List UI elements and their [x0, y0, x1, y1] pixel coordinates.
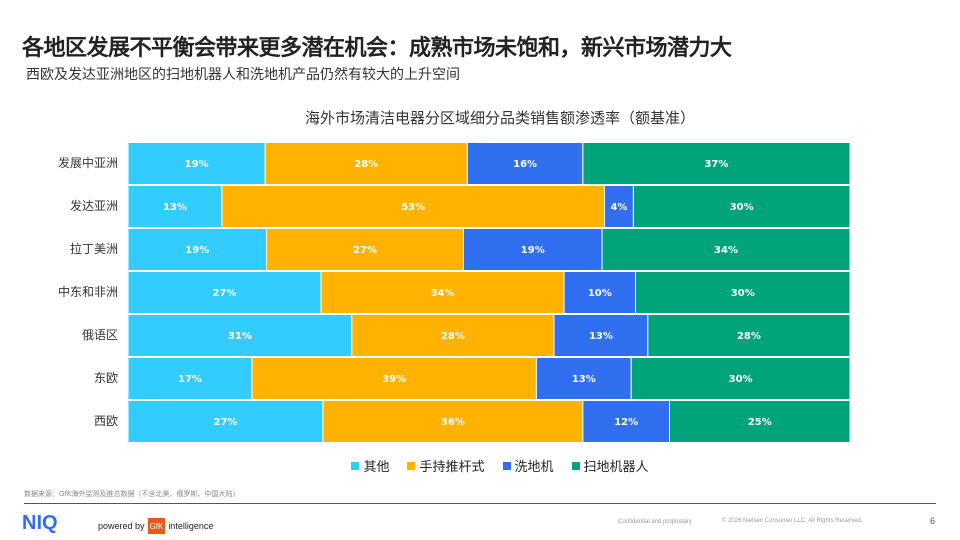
bar-segment — [635, 271, 851, 314]
category-label: 东欧 — [94, 371, 118, 385]
bar-segment — [266, 228, 464, 271]
bar-segment — [462, 228, 603, 271]
data-label: 19% — [521, 245, 545, 256]
legend-item: 扫地机器人 — [571, 456, 649, 475]
data-label: 13% — [572, 374, 596, 385]
data-label: 27% — [353, 245, 377, 256]
data-label: 17% — [178, 374, 202, 385]
bar-segment — [127, 357, 253, 400]
footer-divider — [24, 503, 936, 504]
confidential-text: Confidential and proprietary — [618, 519, 692, 525]
bar-segment — [320, 271, 565, 314]
legend-item: 洗地机 — [502, 456, 554, 475]
data-label: 13% — [163, 202, 187, 213]
bar-segment — [251, 357, 537, 400]
data-label: 53% — [401, 202, 425, 213]
legend-label: 其他 — [363, 460, 390, 475]
data-label: 19% — [185, 245, 209, 256]
bar-segment — [264, 142, 468, 185]
legend: 其他 手持推杆式 洗地机 扫地机器人 — [0, 456, 960, 475]
category-label: 发达亚洲 — [70, 198, 118, 213]
bar-segment — [127, 228, 268, 271]
gfk-logo: GfK — [147, 518, 166, 534]
data-label: 30% — [731, 288, 755, 299]
data-label: 10% — [588, 288, 612, 299]
powered-by: powered by GfK intelligence — [98, 518, 213, 534]
bar-segment — [127, 314, 353, 357]
bar-segment — [669, 400, 851, 443]
bar-segment — [127, 400, 324, 443]
bar-segment — [563, 271, 637, 314]
category-label: 西欧 — [94, 414, 118, 428]
data-label: 34% — [431, 288, 455, 299]
legend-item: 手持推杆式 — [407, 456, 485, 475]
bar-segment — [221, 185, 606, 228]
bar-segment — [351, 314, 555, 357]
bar-segment — [630, 357, 851, 400]
bar-segment — [582, 142, 851, 185]
data-label: 30% — [729, 374, 753, 385]
category-label: 俄语区 — [82, 328, 118, 342]
data-label: 31% — [228, 331, 252, 342]
bar-segment — [127, 271, 322, 314]
page-subtitle: 西欧及发达亚洲地区的扫地机器人和洗地机产品仍然有较大的上升空间 — [26, 67, 460, 83]
legend-label: 洗地机 — [514, 460, 554, 475]
bar-segment — [601, 228, 851, 271]
data-label: 25% — [748, 417, 772, 428]
page-number: 6 — [930, 516, 936, 526]
legend-label: 手持推杆式 — [419, 460, 485, 475]
data-label: 16% — [513, 159, 537, 170]
bar-segment — [582, 400, 670, 443]
data-label: 37% — [704, 159, 728, 170]
category-label: 拉丁美洲 — [70, 241, 118, 256]
chart-title: 海外市场清洁电器分区域细分品类销售额渗透率（额基准） — [304, 109, 695, 127]
niq-logo: NIQ — [22, 512, 58, 534]
data-label: 30% — [730, 202, 754, 213]
data-label: 39% — [382, 374, 406, 385]
data-label: 36% — [441, 417, 465, 428]
data-label: 19% — [185, 159, 209, 170]
bar-segment — [322, 400, 584, 443]
data-label: 4% — [610, 202, 627, 213]
category-label: 中东和非洲 — [58, 284, 118, 299]
data-label: 27% — [213, 288, 237, 299]
page-title: 各地区发展不平衡会带来更多潜在机会：成熟市场未饱和，新兴市场潜力大 — [22, 36, 732, 61]
legend-swatch — [502, 461, 511, 470]
data-label: 27% — [214, 417, 238, 428]
data-label: 28% — [441, 331, 465, 342]
powered-by-text: powered by — [98, 521, 145, 531]
legend-swatch — [571, 461, 580, 470]
legend-item: 其他 — [351, 456, 389, 475]
bar-segment — [647, 314, 851, 357]
source-note: 数据来源：GfK海外监测及推总数据（不含北美、俄罗斯、中国大陆） — [24, 490, 240, 498]
copyright-text: © 2026 Nielsen Consumer LLC. All Rights … — [722, 518, 863, 524]
legend-swatch — [351, 461, 360, 470]
bar-segment — [632, 185, 851, 228]
intelligence-text: intelligence — [168, 521, 214, 531]
legend-swatch — [407, 461, 416, 470]
data-label: 12% — [614, 417, 638, 428]
data-label: 28% — [354, 159, 378, 170]
bar-segment — [127, 185, 223, 228]
legend-label: 扫地机器人 — [583, 460, 649, 475]
data-label: 13% — [589, 331, 613, 342]
data-label: 28% — [737, 331, 761, 342]
category-label: 发展中亚洲 — [58, 155, 118, 170]
data-label: 34% — [714, 245, 738, 256]
